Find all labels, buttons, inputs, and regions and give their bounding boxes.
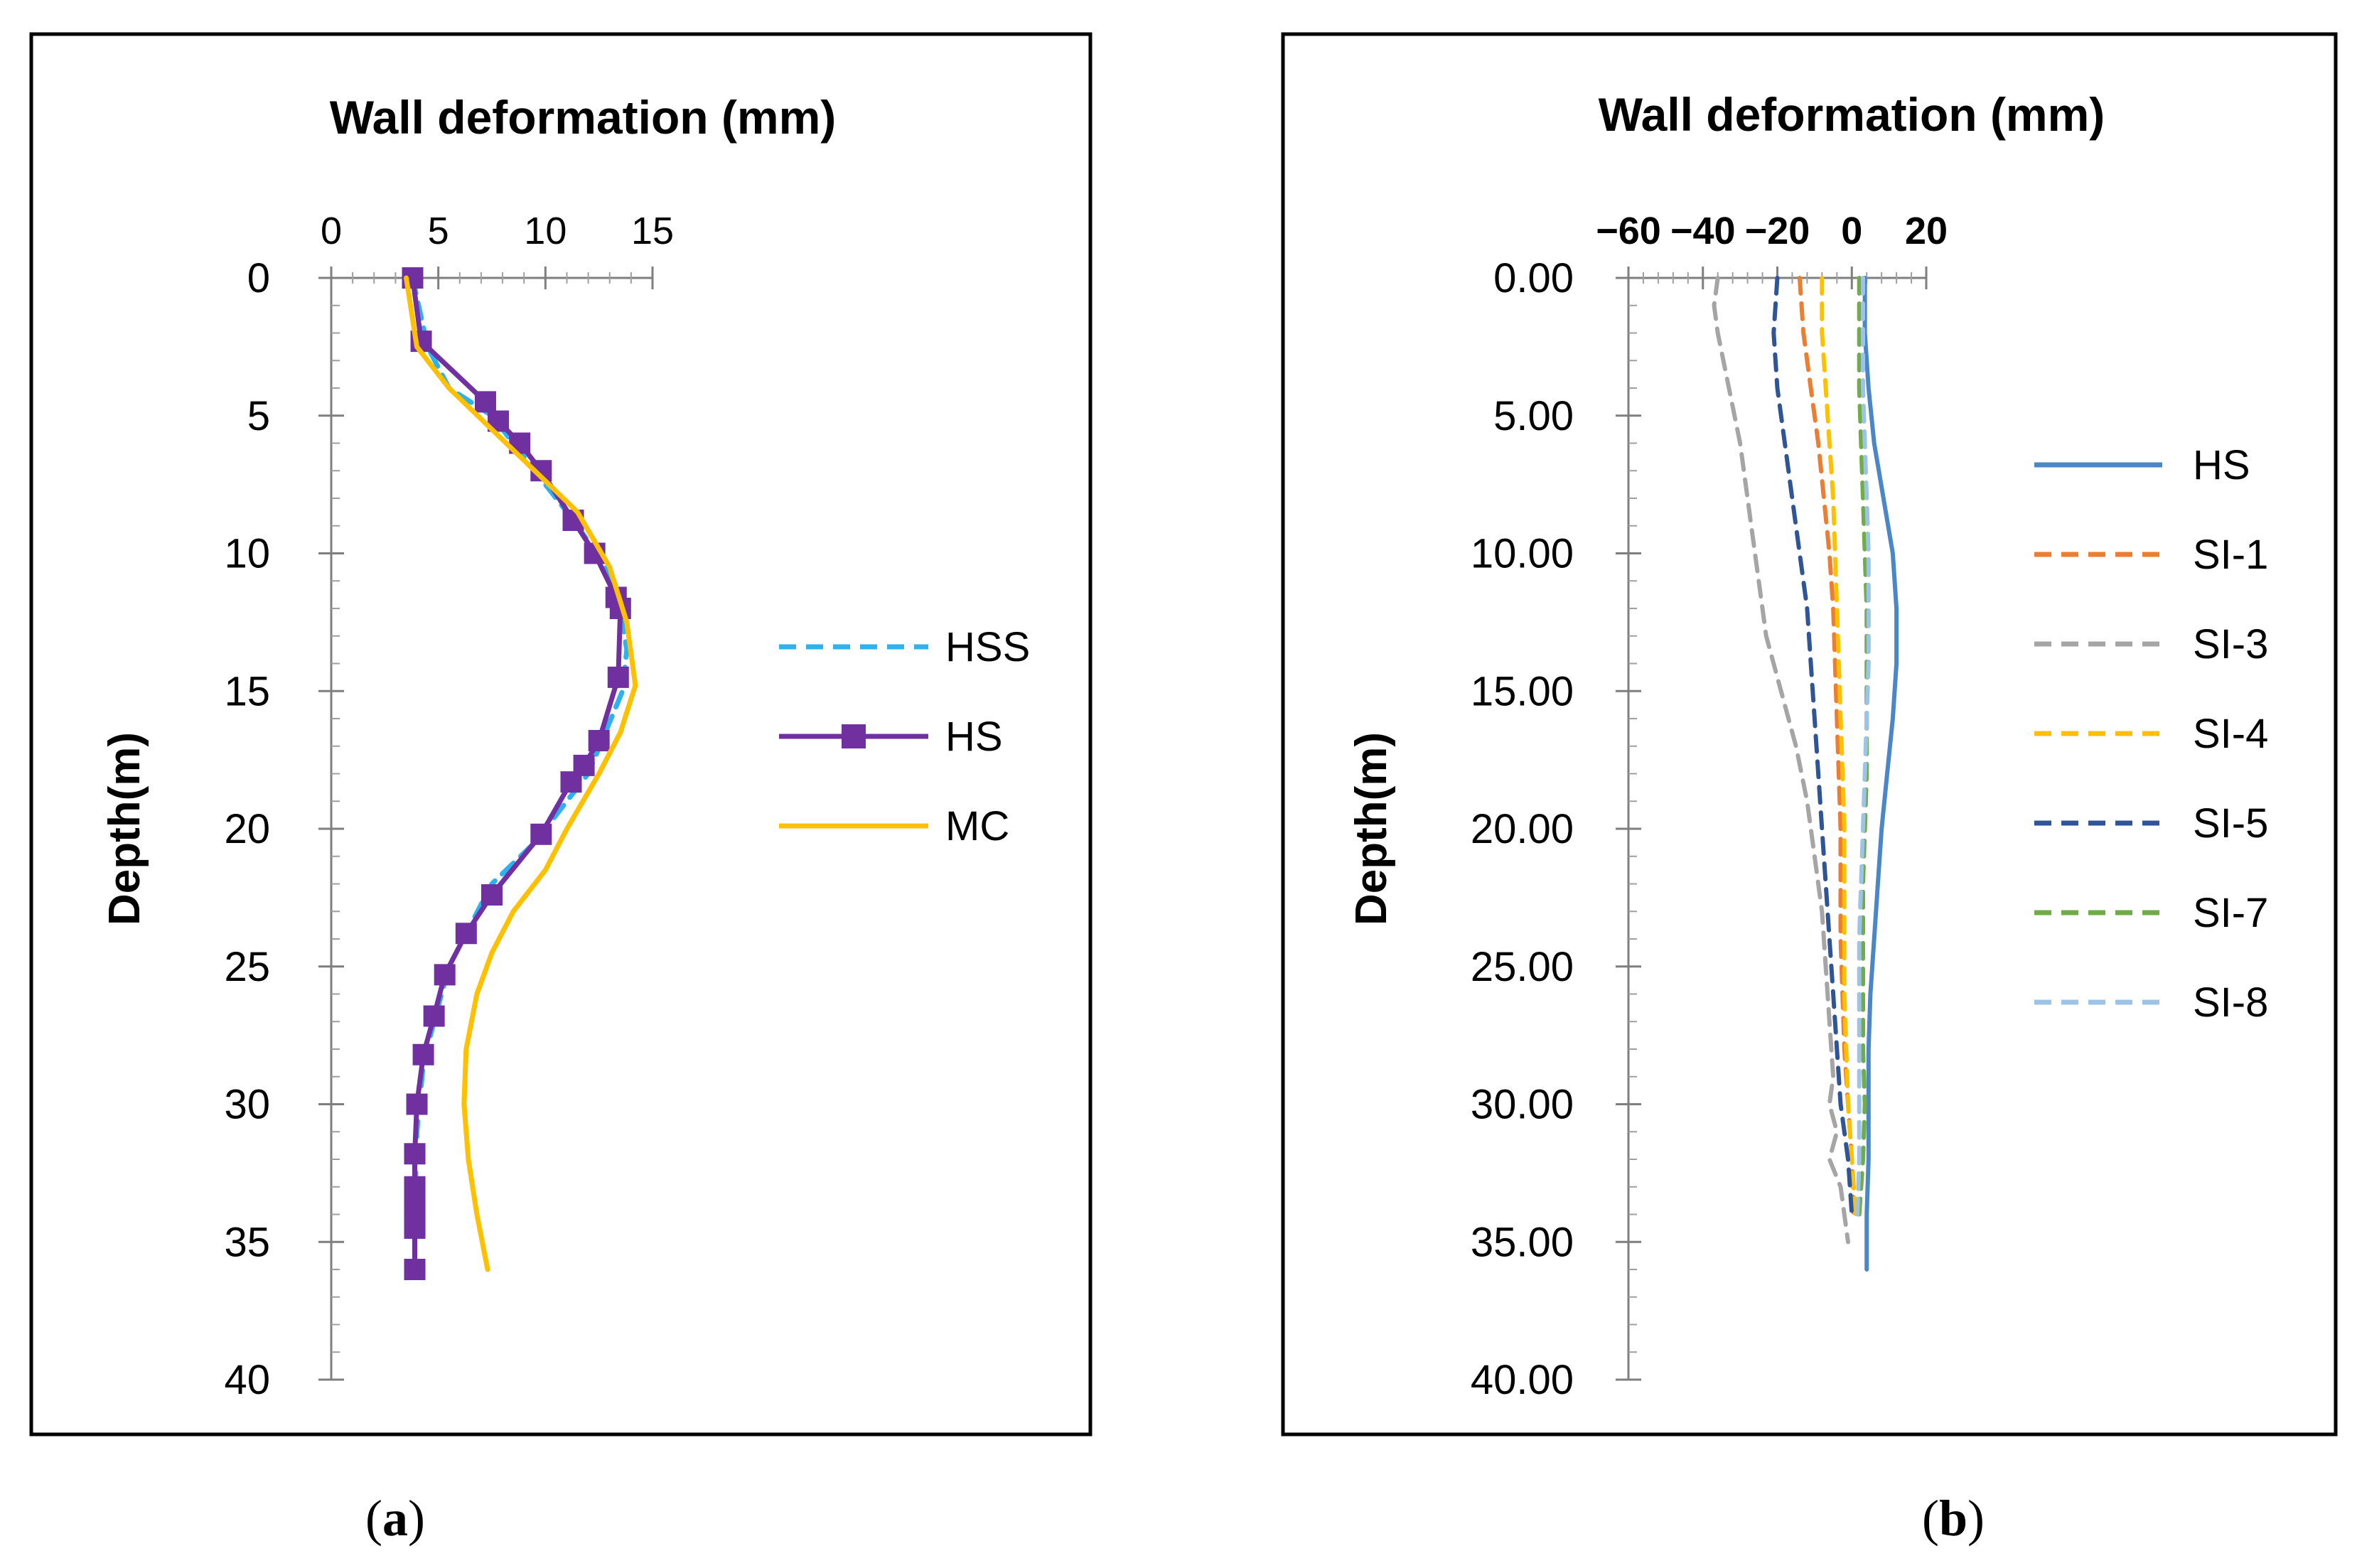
- data-point-hs: [607, 666, 629, 688]
- y-tick-label: 30.00: [1471, 1082, 1574, 1128]
- series-line-mc: [404, 275, 638, 1272]
- data-point-hs: [404, 1217, 426, 1239]
- x-tick-label: 0: [1841, 210, 1862, 252]
- x-tick-label: −40: [1670, 210, 1736, 252]
- legend-label-hss: HSS: [945, 624, 1030, 670]
- legend-label-si-4: SI-4: [2193, 711, 2268, 757]
- legend-label-si-8: SI-8: [2193, 979, 2268, 1026]
- data-point-hs: [404, 1259, 426, 1280]
- series-line-si-5: [1771, 276, 1854, 1217]
- x-tick-label: −60: [1596, 210, 1661, 252]
- legend-label-si-3: SI-3: [2193, 621, 2268, 667]
- y-tick-label: 25: [224, 944, 270, 990]
- y-tick-label: 10.00: [1471, 531, 1574, 577]
- y-tick-label: 15: [224, 668, 270, 714]
- x-tick-label: −20: [1745, 210, 1810, 252]
- series-line-si-4: [1820, 276, 1858, 1217]
- caption-b-letter: b: [1938, 1490, 1968, 1547]
- y-axis-label: Depth(m): [1347, 732, 1396, 925]
- data-point-hs: [404, 1143, 426, 1165]
- legend-label-si-5: SI-5: [2193, 800, 2268, 847]
- chart-panel-a: Wall deformation (mm) Depth(m) 0 5 10 15 0 5 10 1…: [29, 32, 1092, 1437]
- series-line-hs: [1862, 276, 1899, 1272]
- data-point-hs: [560, 771, 582, 793]
- legend-marker: [842, 724, 866, 748]
- caption-a-letter: a: [382, 1490, 408, 1547]
- y-tick-label: 25.00: [1471, 944, 1574, 990]
- x-tick-label: 10: [524, 210, 567, 252]
- x-tick-label: 0: [321, 210, 342, 252]
- legend-label-si-7: SI-7: [2193, 890, 2268, 936]
- legend-label-si-1: SI-1: [2193, 532, 2268, 578]
- legend-label-hs: HS: [945, 714, 1003, 760]
- y-tick-label: 20.00: [1471, 806, 1574, 852]
- chart-title: Wall deformation (mm): [330, 91, 837, 144]
- chart-title: Wall deformation (mm): [1599, 88, 2105, 141]
- y-tick-label: 35.00: [1471, 1219, 1574, 1265]
- y-tick-label: 40.00: [1471, 1357, 1574, 1403]
- legend-label-hs: HS: [2193, 442, 2250, 488]
- data-point-hs: [406, 1093, 428, 1115]
- y-tick-label: 40: [224, 1357, 270, 1403]
- legend-label-mc: MC: [945, 803, 1009, 849]
- data-point-hs: [481, 884, 503, 906]
- caption-a: (a): [365, 1490, 425, 1547]
- data-point-hs: [474, 391, 496, 413]
- data-point-hs: [530, 823, 552, 845]
- y-tick-label: 5: [247, 393, 270, 439]
- data-point-hs: [434, 964, 456, 986]
- chart-frame: [1281, 32, 2338, 1437]
- y-tick-label: 0.00: [1493, 255, 1574, 301]
- data-point-hs: [423, 1005, 445, 1027]
- x-tick-label: 5: [428, 210, 449, 252]
- y-tick-label: 10: [224, 531, 270, 577]
- y-tick-label: 0: [247, 255, 270, 301]
- data-point-hs: [588, 730, 610, 751]
- y-tick-label: 30: [224, 1082, 270, 1128]
- data-point-hs: [412, 1043, 434, 1065]
- series-line-si-8: [1855, 276, 1871, 1217]
- chart-panel-b: Wall deformation (mm) Depth(m) −60 −40 −20 0 2…: [1281, 32, 2338, 1437]
- y-tick-label: 20: [224, 806, 270, 852]
- data-point-hs: [455, 923, 477, 945]
- y-tick-label: 5.00: [1493, 393, 1574, 439]
- y-tick-label: 15.00: [1471, 668, 1574, 714]
- caption-b: (b): [1922, 1490, 1985, 1547]
- x-tick-label: 15: [631, 210, 674, 252]
- x-tick-label: 20: [1905, 210, 1948, 252]
- y-axis-label: Depth(m): [100, 732, 149, 925]
- y-tick-label: 35: [224, 1219, 270, 1265]
- series-line-si-3: [1712, 276, 1850, 1245]
